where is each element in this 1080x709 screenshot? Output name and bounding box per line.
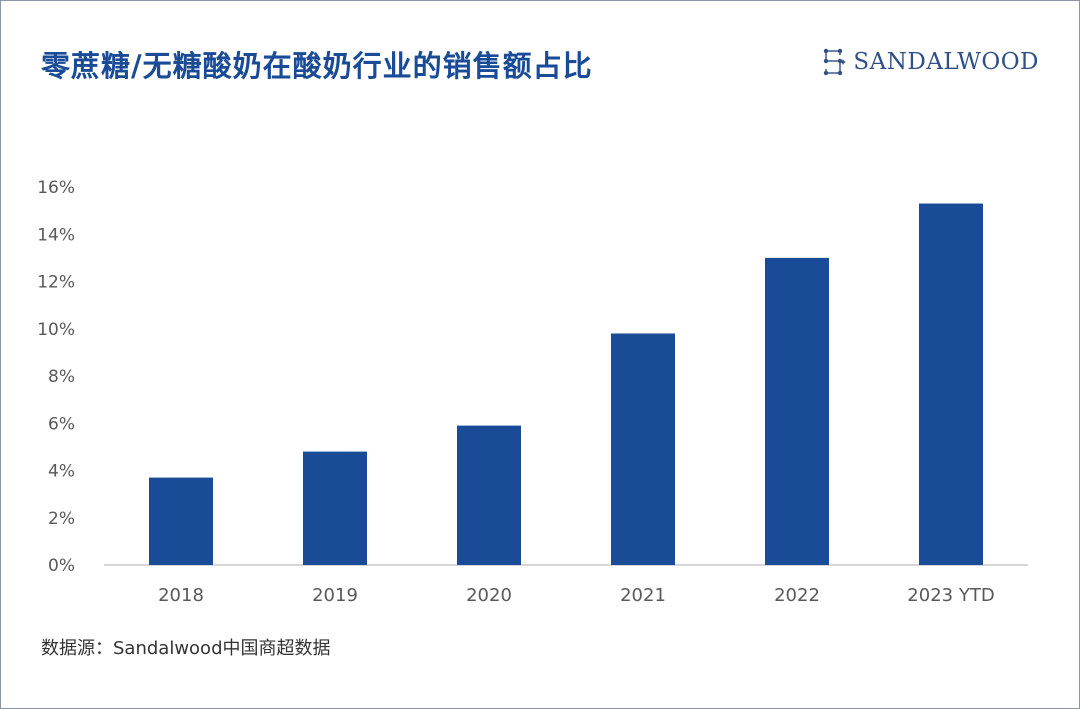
bar-2022 <box>765 257 829 565</box>
x-tick-label: 2020 <box>466 585 512 606</box>
chart-title: 零蔗糖/无糖酸奶在酸奶行业的销售额占比 <box>41 49 593 83</box>
y-tick-label: 2% <box>48 509 75 529</box>
x-tick-label: 2018 <box>158 585 204 606</box>
sandalwood-logo-icon <box>824 48 847 76</box>
y-tick-label: 6% <box>48 414 75 434</box>
y-tick-label: 14% <box>37 225 75 245</box>
bar-2020 <box>457 425 521 565</box>
y-tick-label: 12% <box>37 273 75 293</box>
logo-text: SANDALWOOD <box>853 49 1039 75</box>
y-tick-label: 10% <box>37 320 75 340</box>
y-tick-label: 16% <box>37 178 75 198</box>
x-tick-label: 2023 YTD <box>907 585 994 606</box>
bar-2019 <box>303 451 367 565</box>
x-tick-label: 2021 <box>620 585 666 606</box>
bar-2018 <box>149 477 213 565</box>
y-tick-label: 4% <box>48 462 75 482</box>
bar-2021 <box>611 333 675 565</box>
data-source-note: 数据源：Sandalwood中国商超数据 <box>41 638 331 659</box>
bar-2023-ytd <box>919 203 983 565</box>
x-tick-label: 2019 <box>312 585 358 606</box>
brand-logo: SANDALWOOD <box>821 47 1039 77</box>
y-tick-label: 0% <box>48 556 75 576</box>
y-tick-label: 8% <box>48 367 75 387</box>
x-tick-label: 2022 <box>774 585 820 606</box>
